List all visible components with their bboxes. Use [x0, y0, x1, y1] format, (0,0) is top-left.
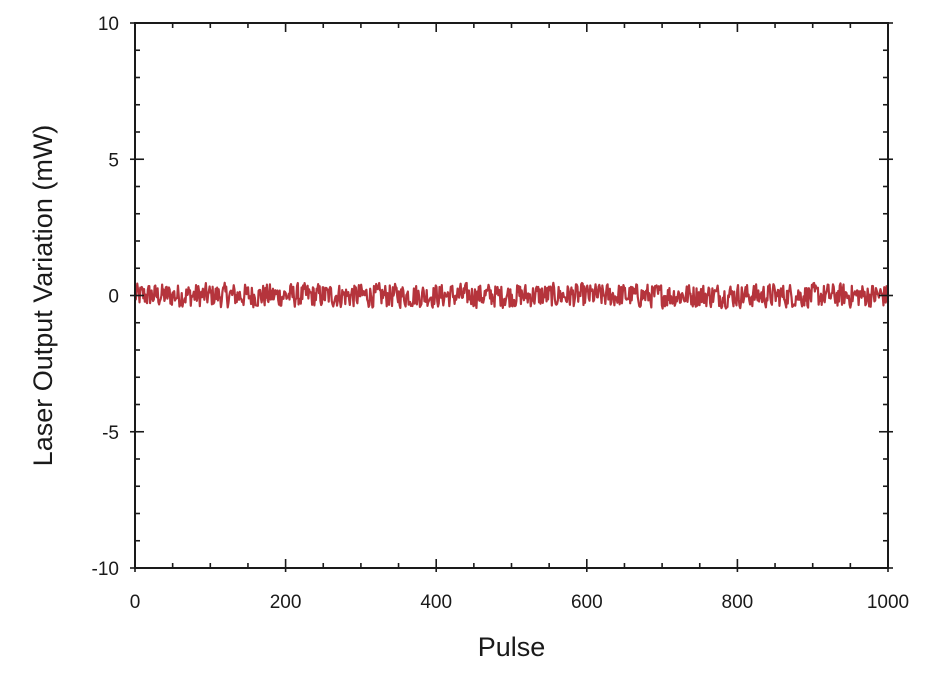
series-layer: [133, 281, 890, 310]
x-tick-label: 0: [130, 592, 141, 613]
y-axis-title: Laser Output Variation (mW): [28, 125, 58, 467]
series-line: [133, 281, 890, 310]
x-tick-label: 600: [571, 592, 603, 613]
tick-labels-layer: 0 200 400 600 800 1000 -10 -5 0 5 10: [92, 14, 910, 613]
x-tick-label: 400: [420, 592, 452, 613]
x-tick-label: 800: [722, 592, 754, 613]
y-tick-label: -5: [102, 423, 119, 444]
y-tick-label: 0: [108, 287, 119, 308]
x-tick-label: 200: [270, 592, 302, 613]
x-tick-label: 1000: [867, 592, 909, 613]
y-tick-label: -10: [92, 559, 119, 580]
ticks-layer: [130, 22, 893, 572]
y-tick-label: 5: [108, 150, 119, 171]
y-tick-label: 10: [98, 14, 119, 35]
x-axis-title: Pulse: [478, 632, 546, 662]
